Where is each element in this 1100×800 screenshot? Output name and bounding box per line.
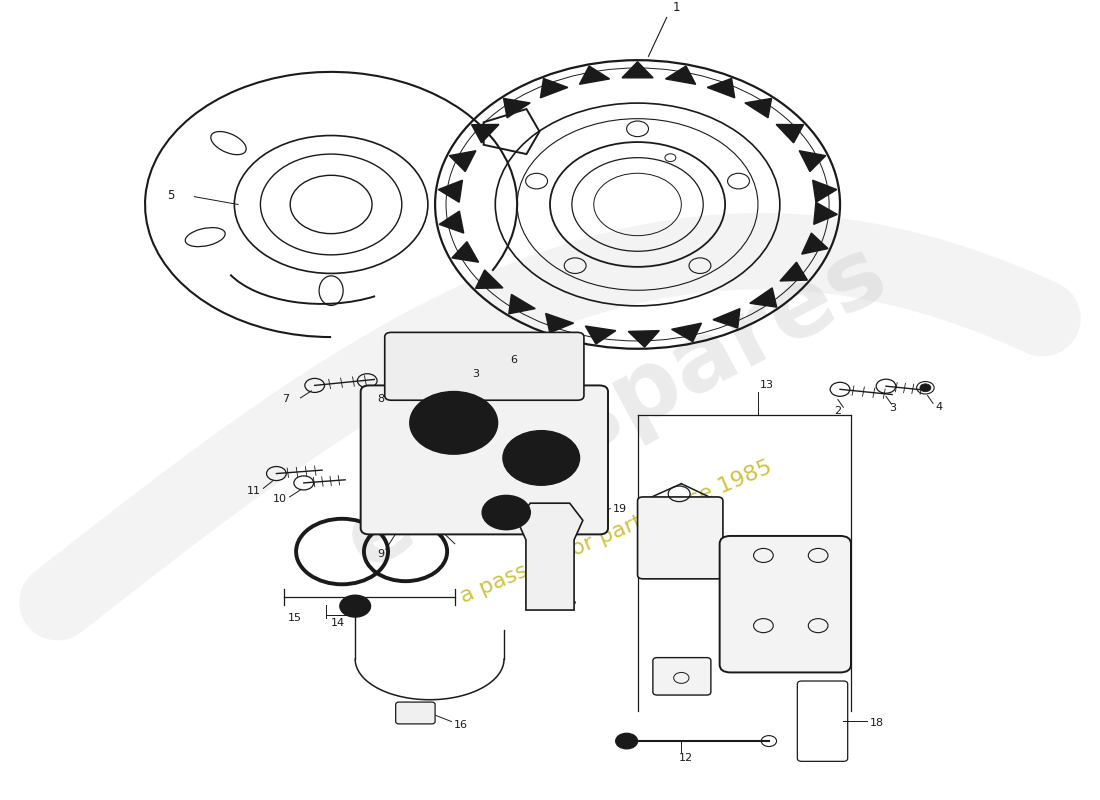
Circle shape [482,495,530,530]
Text: 10: 10 [273,494,287,504]
FancyBboxPatch shape [719,536,851,673]
Text: eurospares: eurospares [330,226,901,588]
FancyBboxPatch shape [385,332,584,400]
Polygon shape [517,503,583,610]
Polygon shape [452,242,478,262]
FancyBboxPatch shape [653,658,711,695]
Circle shape [424,401,484,445]
Text: 11: 11 [246,486,261,497]
FancyBboxPatch shape [638,497,723,579]
Text: 9: 9 [377,549,384,559]
Circle shape [503,430,580,486]
Text: 5: 5 [167,189,174,202]
Polygon shape [713,309,740,328]
Text: 12: 12 [679,754,693,763]
Polygon shape [628,330,659,347]
Text: 15: 15 [287,613,301,623]
Text: 2: 2 [835,406,842,416]
Polygon shape [504,98,530,118]
Circle shape [517,441,565,475]
Polygon shape [540,78,568,98]
Circle shape [410,392,497,454]
Text: 7: 7 [282,394,289,405]
Text: 16: 16 [453,720,468,730]
Polygon shape [780,262,807,281]
Polygon shape [666,66,695,84]
Circle shape [616,734,638,749]
Polygon shape [472,125,499,143]
Text: 19: 19 [613,504,627,514]
Polygon shape [585,326,616,344]
Polygon shape [813,180,837,202]
Polygon shape [439,211,464,233]
Polygon shape [802,233,828,254]
Polygon shape [745,98,771,118]
Polygon shape [621,62,653,78]
Polygon shape [509,294,536,314]
Circle shape [920,384,931,392]
Polygon shape [750,288,777,307]
Text: 3: 3 [472,369,480,378]
Text: 8: 8 [377,394,384,405]
Text: 1: 1 [672,1,680,14]
Polygon shape [814,202,837,224]
Polygon shape [546,314,573,333]
Text: 14: 14 [331,618,345,628]
Circle shape [340,595,371,617]
Text: 13: 13 [760,381,774,390]
Text: 18: 18 [870,718,883,728]
Polygon shape [672,323,702,342]
Text: a passion for parts since 1985: a passion for parts since 1985 [456,457,774,607]
Polygon shape [439,180,462,202]
Polygon shape [777,125,804,143]
Text: 3: 3 [889,403,896,413]
Circle shape [346,600,364,612]
Text: 4: 4 [935,402,943,412]
Polygon shape [800,150,826,171]
Polygon shape [580,66,609,84]
FancyBboxPatch shape [361,386,608,534]
Polygon shape [475,270,503,288]
Polygon shape [450,150,476,171]
Polygon shape [707,78,735,98]
FancyBboxPatch shape [396,702,436,724]
Text: 6: 6 [510,355,518,366]
